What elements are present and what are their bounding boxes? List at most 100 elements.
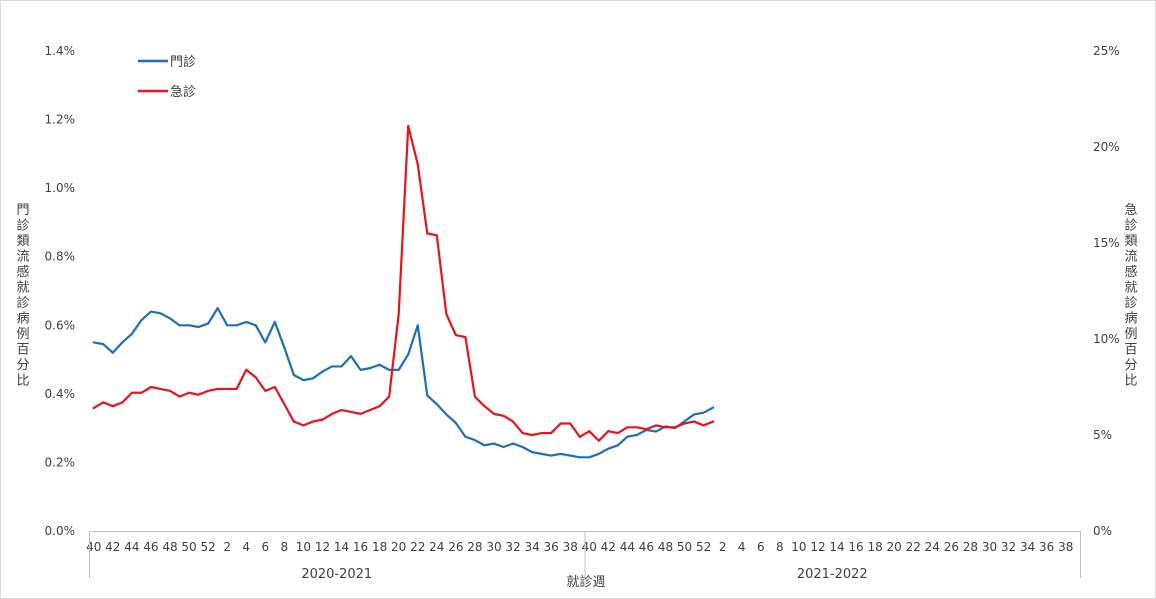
x-tick-label: 38 [1058,540,1073,554]
y-left-tick-label: 1.2% [45,113,76,127]
series-point-2 [302,424,305,427]
series-point-1 [607,447,610,450]
legend-label-1: 門診 [170,54,196,70]
series-point-2 [102,401,105,404]
series-point-2 [150,386,152,388]
series-point-1 [140,319,143,322]
series-point-2 [264,389,267,392]
series-point-1 [312,377,314,380]
series-point-2 [683,422,686,425]
y-right-axis-title-char: 流 [1124,250,1137,265]
y-left-tick-label: 1.0% [45,181,76,195]
series-point-1 [235,324,238,327]
series-point-2 [445,313,448,315]
series-point-2 [512,420,514,423]
season-group-label: 2020-2021 [301,567,372,582]
y-right-tick-label: 0% [1093,524,1112,538]
series-point-1 [283,346,286,349]
series-point-1 [569,454,572,457]
x-tick-label: 52 [696,540,711,554]
series-point-2 [435,234,438,237]
y-right-axis-title-char: 就 [1124,281,1137,296]
x-tick-label: 20 [391,540,406,554]
series-point-2 [464,336,467,338]
series-point-1 [207,322,210,325]
series-point-2 [559,422,562,425]
y-right-axis-title-char: 急 [1124,203,1137,218]
x-tick-label: 12 [315,540,330,554]
series-point-1 [169,317,171,320]
series-point-1 [331,365,333,368]
x-tick-label: 46 [143,540,158,554]
series-point-2 [702,424,705,427]
y-right-tick-label: 25% [1093,44,1120,58]
series-point-2 [588,430,591,433]
legend-label-2: 急診 [170,84,196,100]
axes-layer: 0.0% 0.2% 0.4% 0.6% 0.8% 1.0% 1.2% 1.4% 0% 5% 10% 1… [16,44,1137,590]
series-point-2 [616,432,619,434]
x-tick-label: 40 [86,540,101,554]
series-point-2 [378,405,381,408]
series-point-2 [388,395,391,398]
series-point-1 [493,442,495,445]
series-point-2 [235,388,238,390]
series-point-1 [426,394,429,397]
series-point-1 [559,452,562,455]
series-point-2 [197,393,200,396]
series-point-2 [693,420,695,423]
series-point-1 [597,452,600,455]
x-tick-label: 42 [105,540,120,554]
x-tick-label: 30 [486,540,501,554]
x-tick-label: 52 [200,540,215,554]
x-tick-label: 28 [963,540,978,554]
series-layer [92,124,715,459]
y-left-axis-title-char: 診 [16,218,29,234]
series-point-2 [273,386,276,388]
series-point-2 [454,334,457,337]
x-tick-label: 16 [353,540,368,554]
series-point-2 [254,376,257,379]
series-point-2 [359,412,362,415]
series-point-2 [531,434,533,436]
x-tick-label: 20 [887,540,902,554]
series-point-1 [683,420,686,423]
series-point-1 [464,435,467,438]
x-tick-label: 8 [776,540,784,554]
x-tick-label: 36 [1039,540,1054,554]
series-point-1 [521,446,524,448]
series-point-1 [111,351,114,354]
series-point-1 [636,434,638,436]
y-left-tick-label: 0.8% [45,250,76,264]
y-right-axis-title-char: 百 [1124,343,1137,358]
series-point-2 [321,418,324,421]
series-point-2 [597,439,600,442]
series-point-2 [645,428,648,431]
series-point-2 [140,391,143,394]
x-axis-title: 就診週 [566,574,605,590]
series-point-2 [474,395,476,398]
x-tick-label: 40 [582,540,597,554]
x-tick-label: 10 [791,540,806,554]
series-point-2 [607,430,610,433]
series-point-1 [302,379,305,382]
series-point-2 [226,388,229,390]
series-point-2 [397,313,400,315]
x-tick-label: 16 [848,540,863,554]
series-point-1 [550,454,553,457]
y-right-axis-title-char: 病 [1124,312,1137,327]
series-point-1 [397,368,400,371]
series-point-2 [407,124,410,127]
x-tick-label: 6 [261,540,269,554]
y-right-axis-title-char: 診 [1124,218,1137,234]
series-point-1 [359,368,362,371]
y-left-axis-title-char: 例 [16,327,29,342]
series-point-1 [712,406,715,409]
x-tick-label: 4 [242,540,250,554]
y-right-tick-label: 10% [1093,332,1120,346]
y-left-axis-title-char: 類 [16,234,29,249]
x-tick-label: 32 [1001,540,1016,554]
y-right-tick-label: 20% [1093,140,1120,154]
